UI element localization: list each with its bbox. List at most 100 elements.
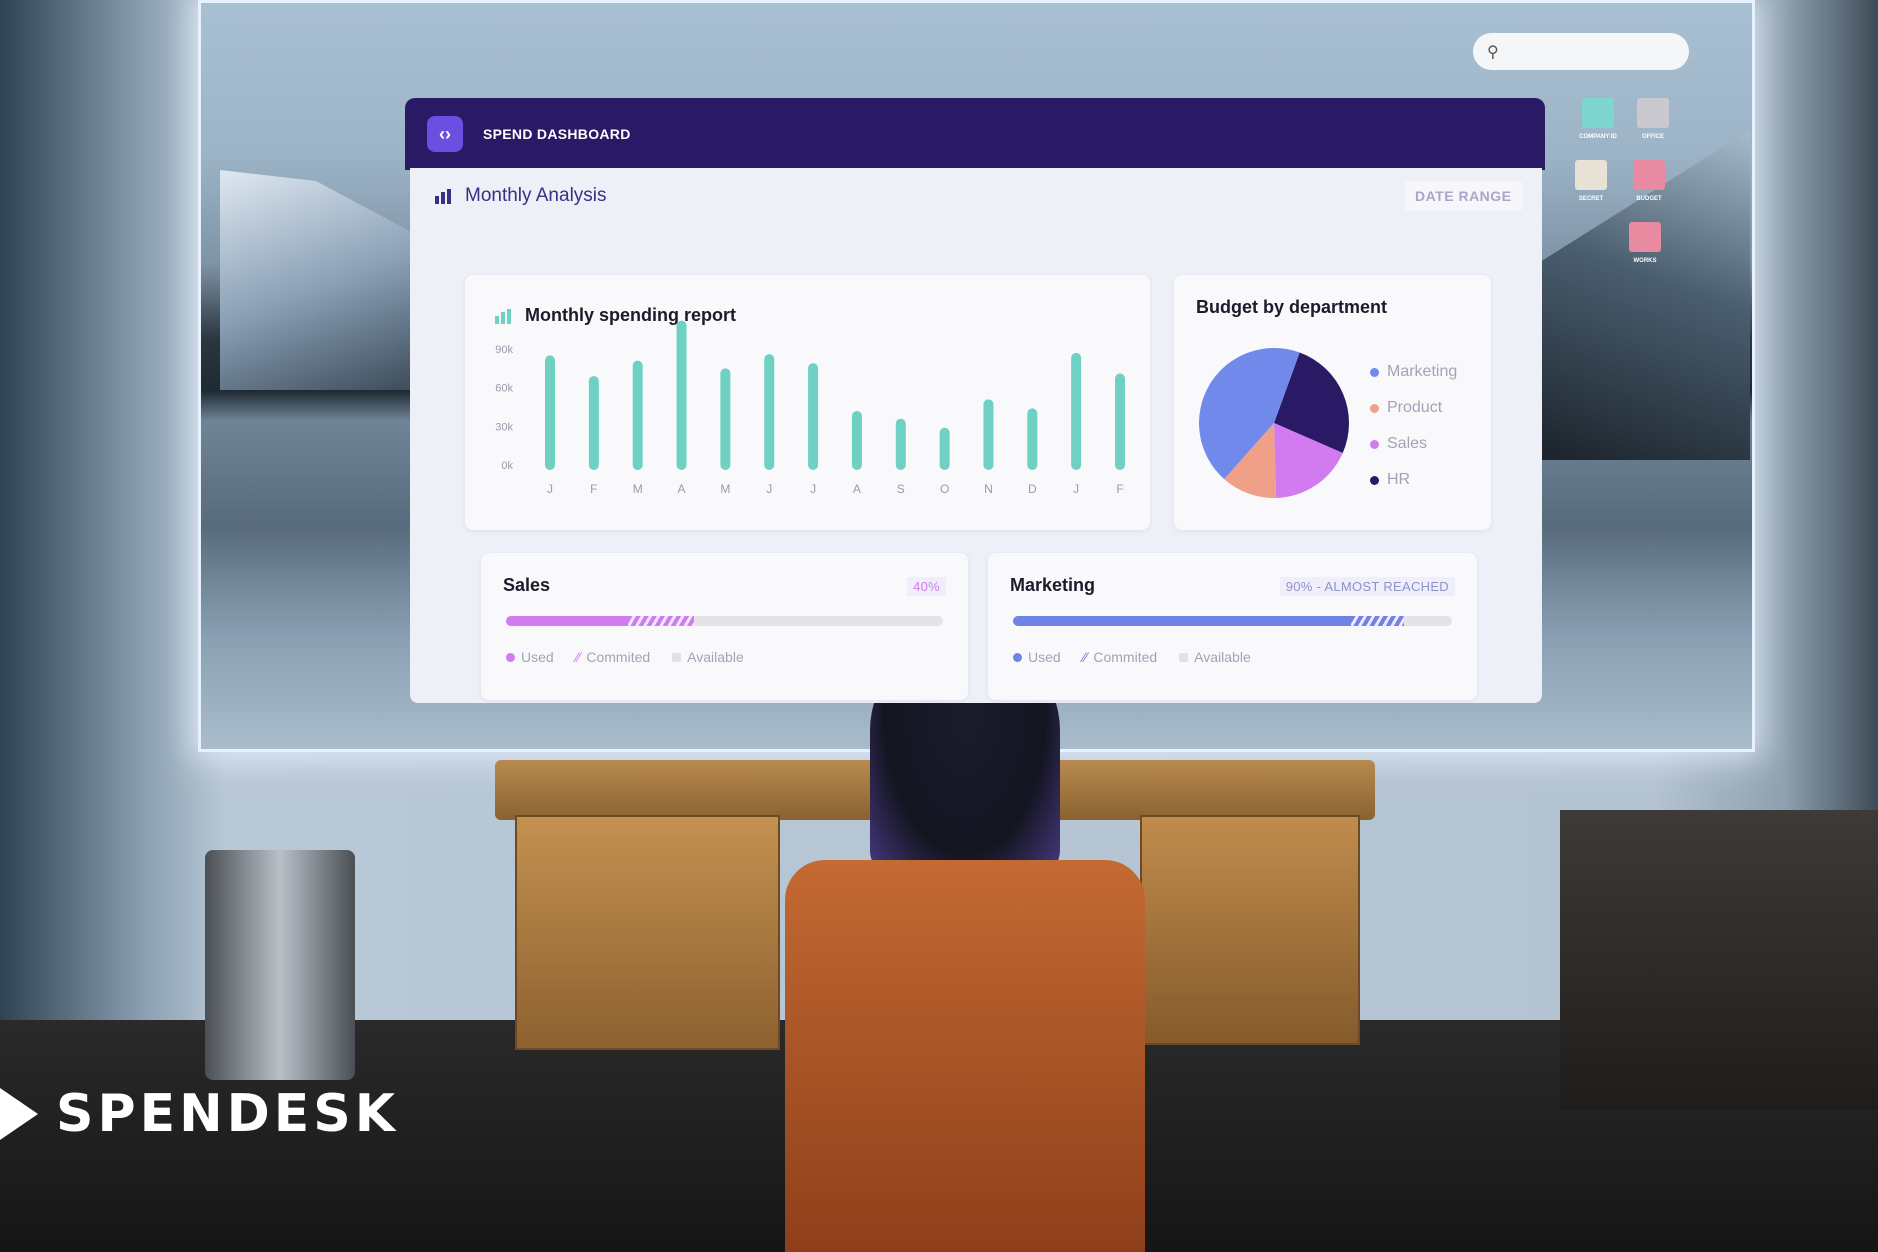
- x-tick-label: J: [1073, 482, 1079, 496]
- desk-drawers-left: [515, 815, 780, 1050]
- legend-committed: ⁄⁄ Commited: [576, 649, 650, 665]
- y-tick-label: 60k: [495, 383, 513, 395]
- spendesk-logo-icon[interactable]: ‹›: [427, 116, 463, 152]
- legend-item: HR: [1370, 471, 1457, 489]
- bar-chart: 0k 30k 60k 90k J F M A M J J A S O N D J F: [495, 320, 1125, 496]
- folder-icon: [1633, 160, 1665, 190]
- desktop-icon[interactable]: COMPANY ID: [1563, 98, 1633, 140]
- app-title: SPEND DASHBOARD: [483, 126, 631, 142]
- legend-label: Used: [521, 649, 554, 665]
- x-tick-label: N: [984, 482, 993, 496]
- desktop-search-bar[interactable]: ⚲: [1473, 33, 1689, 70]
- legend-available: Available: [672, 649, 744, 665]
- legend-item: Marketing: [1370, 363, 1457, 381]
- x-tick-label: J: [766, 482, 772, 496]
- waste-bin: [205, 850, 355, 1080]
- legend-label: Available: [1194, 649, 1251, 665]
- folder-icon: [1629, 222, 1661, 252]
- legend-label: Product: [1387, 399, 1443, 416]
- monthly-spending-card: Monthly spending report 0k 30k 60k 90k J F M A M…: [465, 275, 1150, 530]
- legend-dot-icon: [1370, 367, 1379, 377]
- desktop-icon-label: WORKS: [1633, 258, 1657, 264]
- x-tick-label: F: [590, 482, 597, 496]
- legend-available: Available: [1179, 649, 1251, 665]
- file-icon: [1637, 98, 1669, 128]
- x-tick-label: D: [1028, 482, 1037, 496]
- desktop-icon[interactable]: BUDGET: [1614, 160, 1684, 202]
- legend-used: Used: [1013, 649, 1061, 665]
- desktop-icon[interactable]: WORKS: [1610, 222, 1680, 264]
- desktop-icon-label: SECRET: [1578, 196, 1604, 202]
- budget-legend: Used ⁄⁄ Commited Available: [506, 649, 744, 665]
- bar-chart-icon: [495, 308, 511, 324]
- desk-drawers-right: [1140, 815, 1360, 1045]
- cabinet: [1560, 810, 1878, 1110]
- legend-label: Used: [1028, 649, 1061, 665]
- budget-name: Marketing: [1010, 575, 1096, 595]
- budget-legend: Used ⁄⁄ Commited Available: [1013, 649, 1251, 665]
- budget-by-department-card: Budget by department Marketing Product Sal…: [1174, 275, 1491, 530]
- spendesk-brand: SPENDESK: [0, 1084, 399, 1144]
- legend-label: Sales: [1387, 435, 1428, 452]
- legend-label: Commited: [1093, 649, 1158, 665]
- desktop-icon[interactable]: OFFICE: [1618, 98, 1688, 140]
- used-dot-icon: [1013, 652, 1022, 662]
- pie-slice-marketing: [1199, 348, 1300, 480]
- legend-dot-icon: [1370, 403, 1379, 413]
- legend-committed: ⁄⁄ Commited: [1083, 649, 1157, 665]
- date-range-button[interactable]: DATE RANGE: [1405, 182, 1522, 210]
- x-tick-label: J: [810, 482, 816, 496]
- available-dot-icon: [672, 652, 682, 662]
- x-tick-label: F: [1116, 482, 1123, 496]
- budget-card-marketing: Marketing 90% - ALMOST REACHED Used ⁄⁄ Co…: [988, 553, 1477, 700]
- pie-slice-sales: [1274, 423, 1343, 498]
- x-tick-label: A: [678, 482, 686, 496]
- used-fill: [506, 616, 629, 626]
- pie-slice-hr: [1274, 352, 1349, 454]
- pie-slice-product: [1224, 423, 1277, 498]
- x-tick-label: S: [897, 482, 905, 496]
- hatch-icon: ⁄⁄: [1082, 649, 1088, 665]
- bar-chart-icon: [435, 188, 451, 204]
- x-tick-label: O: [940, 482, 949, 496]
- dashboard-header: ‹› SPEND DASHBOARD: [405, 98, 1545, 170]
- chair: [785, 860, 1145, 1252]
- x-tick-label: M: [633, 482, 643, 496]
- x-tick-label: J: [547, 482, 553, 496]
- budget-percent-badge: 90% - ALMOST REACHED: [1279, 577, 1455, 596]
- file-icon: [1582, 98, 1614, 128]
- desktop-icon[interactable]: SECRET: [1556, 160, 1626, 202]
- file-icon: [1575, 160, 1607, 190]
- brand-name: SPENDESK: [56, 1084, 400, 1144]
- page-title: Monthly Analysis: [465, 185, 607, 206]
- legend-label: Available: [687, 649, 744, 665]
- budget-progress-bar: [1013, 616, 1452, 626]
- y-tick-label: 30k: [495, 421, 513, 433]
- desktop-icon-label: OFFICE: [1642, 134, 1664, 140]
- legend-item: Sales: [1370, 435, 1457, 453]
- available-dot-icon: [1179, 652, 1189, 662]
- budget-name: Sales: [503, 575, 551, 595]
- chart-title: Budget by department: [1196, 297, 1388, 317]
- pie-legend: Marketing Product Sales HR: [1370, 363, 1457, 489]
- search-icon: ⚲: [1487, 43, 1499, 61]
- hatch-icon: ⁄⁄: [575, 649, 581, 665]
- chart-title: Monthly spending report: [525, 305, 736, 325]
- used-dot-icon: [506, 652, 515, 662]
- search-input[interactable]: [1506, 44, 1667, 59]
- desktop-icon-label: COMPANY ID: [1579, 134, 1617, 140]
- page-heading: Monthly Analysis: [435, 185, 607, 207]
- committed-fill: [1351, 616, 1404, 626]
- y-tick-label: 0k: [501, 460, 513, 472]
- budget-percent-badge: 40%: [907, 577, 946, 596]
- legend-used: Used: [506, 649, 554, 665]
- budget-card-sales: Sales 40% Used ⁄⁄ Commited Available: [481, 553, 968, 700]
- legend-dot-icon: [1370, 475, 1379, 485]
- x-tick-label: A: [853, 482, 861, 496]
- legend-label: HR: [1387, 471, 1411, 488]
- y-tick-label: 90k: [495, 344, 513, 356]
- committed-fill: [628, 616, 694, 626]
- legend-label: Commited: [586, 649, 651, 665]
- x-tick-label: M: [720, 482, 730, 496]
- budget-progress-bar: [506, 616, 943, 626]
